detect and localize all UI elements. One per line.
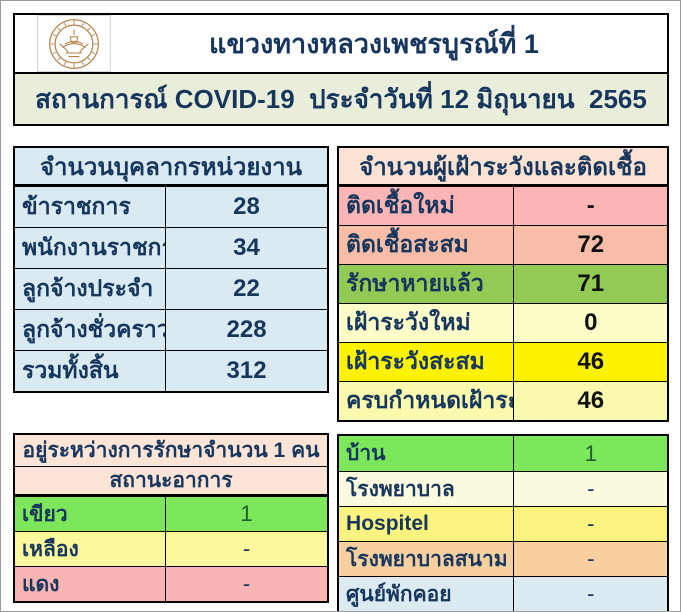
table-row: Hospitel - <box>339 506 667 541</box>
row-label: พนักงานราชการ <box>15 228 167 268</box>
table-row: ติดเชื้อใหม่ - <box>339 186 667 225</box>
row-label: เขียว <box>15 497 167 531</box>
row-label: ติดเชื้อสะสม <box>339 226 515 264</box>
row-label: เฝ้าระวังสะสม <box>339 343 515 381</box>
row-label: ข้าราชการ <box>15 187 167 227</box>
row-label: ลูกจ้างชั่วคราว <box>15 310 167 350</box>
symptom-status-header: สถานะอาการ <box>15 467 328 496</box>
table-row: โรงพยาบาลสนาม - <box>339 541 667 576</box>
row-value: 46 <box>577 387 605 414</box>
row-value: 71 <box>577 270 605 297</box>
table-row: โรงพยาบาล - <box>339 471 667 506</box>
row-label: แดง <box>15 567 167 601</box>
table-row: เฝ้าระวังสะสม 46 <box>339 342 667 381</box>
row-label: โรงพยาบาล <box>339 472 515 506</box>
row-value: - <box>242 536 251 561</box>
treatment-table-header: อยู่ระหว่างการรักษาจำนวน 1 คน <box>15 435 328 467</box>
row-value: - <box>587 546 595 571</box>
table-row: ศูนย์พักคอย - <box>339 576 667 611</box>
row-value: - <box>587 581 595 606</box>
isolation-location-table: บ้าน 1 โรงพยาบาล - Hospitel - โรงพยาบาลส… <box>337 434 669 611</box>
table-row: ติดเชื้อสะสม 72 <box>339 225 667 264</box>
table-row: เหลือง - <box>15 531 328 566</box>
table-row: บ้าน 1 <box>339 436 667 471</box>
table-row: แดง - <box>15 566 328 601</box>
table-row: ลูกจ้างชั่วคราว 228 <box>15 309 328 350</box>
row-label: เหลือง <box>15 532 167 566</box>
table-row: ลูกจ้างประจำ 22 <box>15 268 328 309</box>
row-value: 0 <box>584 309 598 336</box>
table-row: ครบกำหนดเฝ้าระวัง 46 <box>339 381 667 420</box>
row-value: 28 <box>233 193 260 220</box>
row-label: ลูกจ้างประจำ <box>15 269 167 309</box>
row-label: โรงพยาบาลสนาม <box>339 542 515 576</box>
table-row: พนักงานราชการ 34 <box>15 227 328 268</box>
treatment-status-table: อยู่ระหว่างการรักษาจำนวน 1 คน สถานะอาการ… <box>13 433 330 603</box>
row-value: - <box>587 476 595 501</box>
row-value: - <box>587 511 595 536</box>
row-value: - <box>586 192 595 219</box>
row-value: - <box>242 571 251 596</box>
surveillance-table-header: จำนวนผู้เฝ้าระวังและติดเชื้อ <box>339 148 667 186</box>
table-row: รักษาหายแล้ว 71 <box>339 264 667 303</box>
row-label: รวมทั้งสิ้น <box>15 351 167 391</box>
row-label: Hospitel <box>339 507 515 541</box>
row-value: 34 <box>233 234 260 261</box>
row-value: 72 <box>577 231 605 258</box>
table-row: รวมทั้งสิ้น 312 <box>15 350 328 391</box>
personnel-table: จำนวนบุคลากรหน่วยงาน ข้าราชการ 28 พนักงา… <box>13 146 330 393</box>
row-label: รักษาหายแล้ว <box>339 265 515 303</box>
subtitle-bar: สถานการณ์ COVID-19 ประจำวันที่ 12 มิถุนา… <box>13 74 669 126</box>
header: แขวงทางหลวงเพชรบูรณ์ที่ 1 <box>13 13 669 74</box>
table-row: เฝ้าระวังใหม่ 0 <box>339 303 667 342</box>
logo <box>37 15 111 72</box>
surveillance-table: จำนวนผู้เฝ้าระวังและติดเชื้อ ติดเชื้อใหม… <box>337 146 669 422</box>
row-label: บ้าน <box>339 436 515 471</box>
row-value: 46 <box>577 348 605 375</box>
row-value: 312 <box>226 357 267 384</box>
row-value: 228 <box>226 316 267 343</box>
row-value: 22 <box>233 275 260 302</box>
row-label: ครบกำหนดเฝ้าระวัง <box>339 382 515 420</box>
content: จำนวนบุคลากรหน่วยงาน ข้าราชการ 28 พนักงา… <box>13 146 669 611</box>
row-value: 1 <box>240 501 253 526</box>
row-label: ศูนย์พักคอย <box>339 577 515 611</box>
row-value: 1 <box>584 440 597 466</box>
table-row: ข้าราชการ 28 <box>15 186 328 227</box>
row-label: ติดเชื้อใหม่ <box>339 187 515 225</box>
row-label: เฝ้าระวังใหม่ <box>339 304 515 342</box>
table-row: เขียว 1 <box>15 496 328 531</box>
personnel-table-header: จำนวนบุคลากรหน่วยงาน <box>15 148 328 186</box>
highways-department-seal-icon <box>49 18 99 69</box>
page-title: แขวงทางหลวงเพชรบูรณ์ที่ 1 <box>209 29 539 59</box>
